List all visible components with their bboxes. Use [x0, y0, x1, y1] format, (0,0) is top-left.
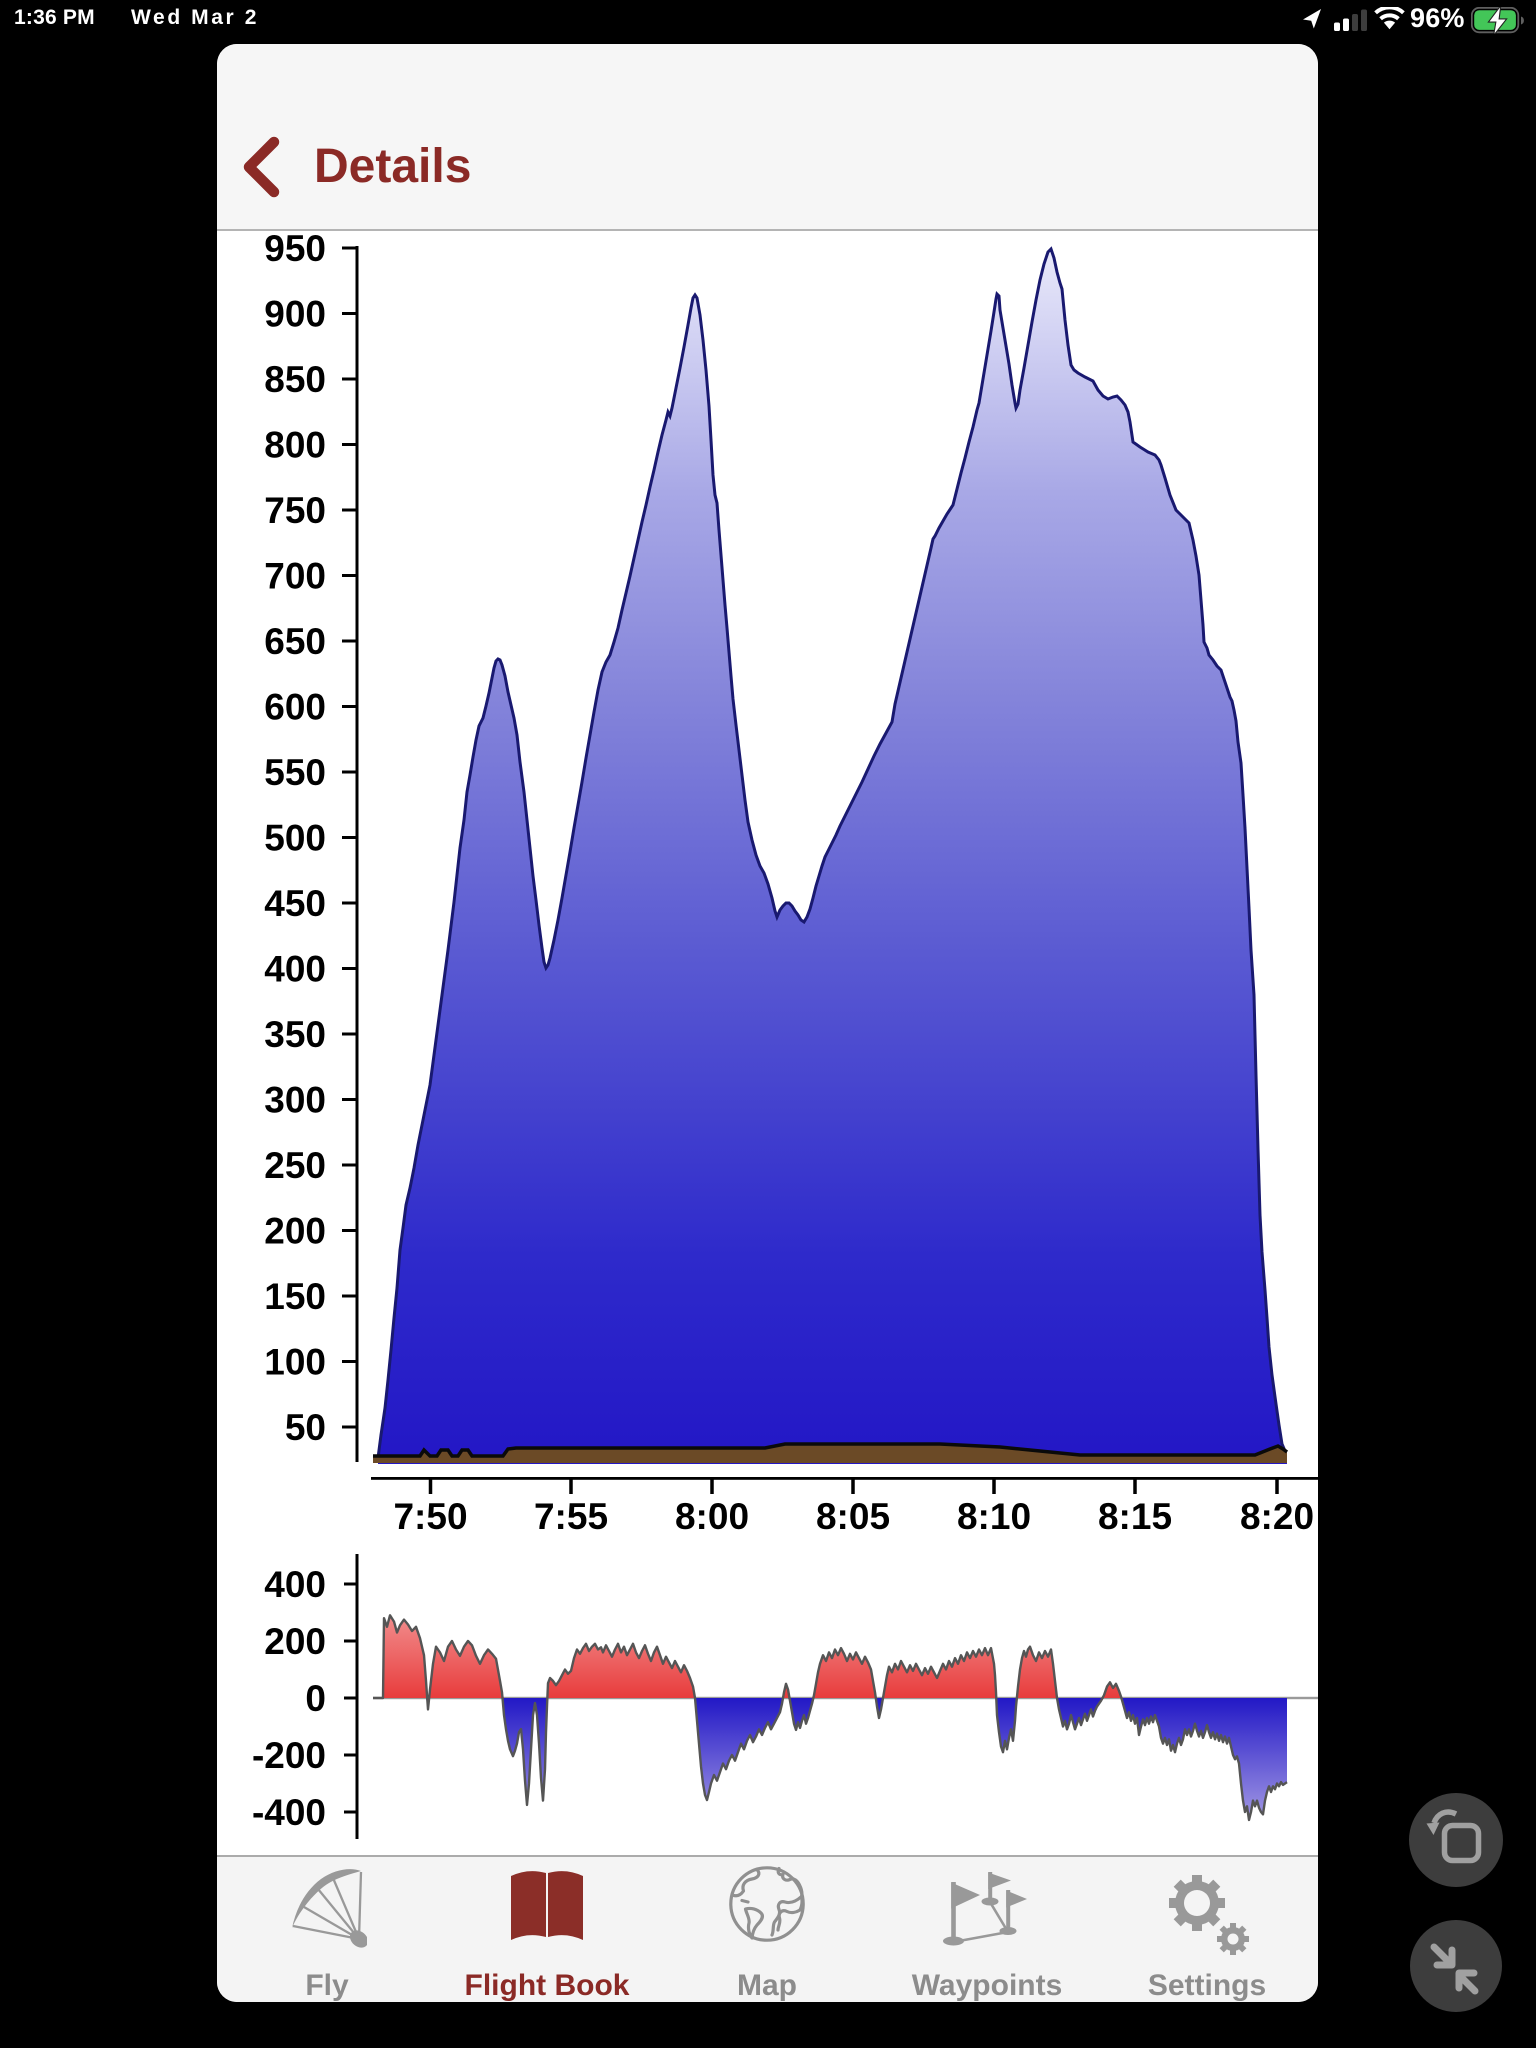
- svg-text:350: 350: [264, 1014, 326, 1055]
- svg-text:7:50: 7:50: [393, 1496, 467, 1537]
- svg-text:650: 650: [264, 621, 326, 662]
- svg-text:500: 500: [264, 818, 326, 859]
- svg-text:550: 550: [264, 752, 326, 793]
- svg-text:8:20: 8:20: [1240, 1496, 1314, 1537]
- svg-text:800: 800: [264, 425, 326, 466]
- svg-text:8:05: 8:05: [816, 1496, 890, 1537]
- svg-text:-200: -200: [252, 1735, 326, 1776]
- svg-text:900: 900: [264, 294, 326, 335]
- svg-text:150: 150: [264, 1276, 326, 1317]
- svg-text:8:15: 8:15: [1098, 1496, 1172, 1537]
- svg-text:400: 400: [264, 949, 326, 990]
- svg-text:400: 400: [264, 1564, 326, 1605]
- svg-text:100: 100: [264, 1342, 326, 1383]
- svg-text:0: 0: [305, 1678, 326, 1719]
- svg-text:-400: -400: [252, 1792, 326, 1833]
- svg-text:850: 850: [264, 359, 326, 400]
- svg-text:50: 50: [285, 1407, 326, 1448]
- svg-text:8:00: 8:00: [675, 1496, 749, 1537]
- svg-text:450: 450: [264, 883, 326, 924]
- svg-text:200: 200: [264, 1211, 326, 1252]
- svg-text:300: 300: [264, 1080, 326, 1121]
- svg-text:8:10: 8:10: [957, 1496, 1031, 1537]
- svg-text:250: 250: [264, 1145, 326, 1186]
- svg-text:7:55: 7:55: [534, 1496, 608, 1537]
- svg-text:950: 950: [264, 232, 326, 269]
- svg-text:750: 750: [264, 490, 326, 531]
- svg-text:600: 600: [264, 687, 326, 728]
- svg-text:700: 700: [264, 556, 326, 597]
- svg-text:200: 200: [264, 1621, 326, 1662]
